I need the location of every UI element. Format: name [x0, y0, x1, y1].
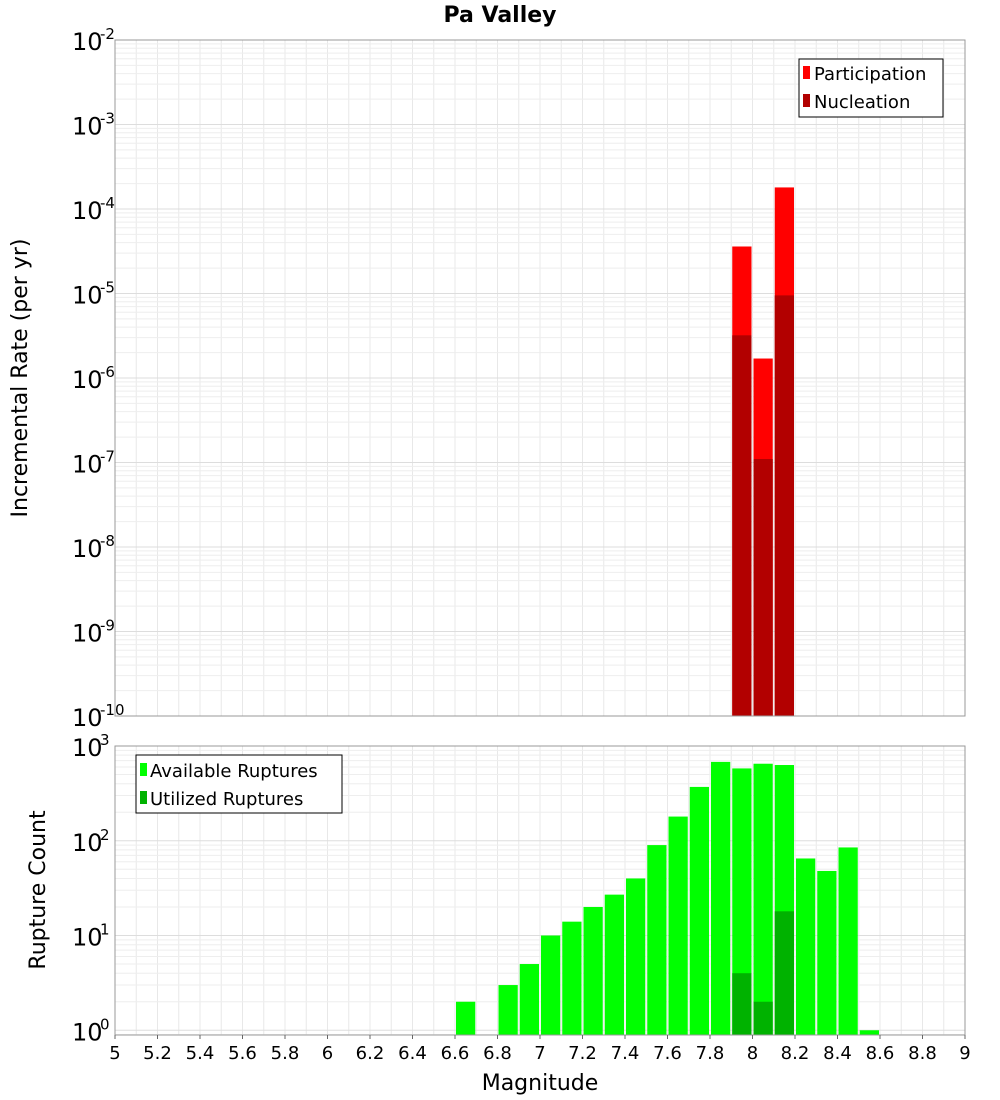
- available-legend-swatch: [140, 763, 147, 776]
- count-bar-available: [456, 1001, 476, 1035]
- count-bar-available: [689, 786, 709, 1035]
- x-tick-label: 8.6: [866, 1043, 895, 1064]
- nucleation-legend-label: Nucleation: [814, 92, 910, 113]
- rate-y-tick-exponent: -9: [100, 617, 115, 635]
- count-bar-available: [647, 845, 667, 1035]
- rate-y-tick-exponent: -5: [100, 279, 115, 297]
- count-y-tick-exponent: 0: [100, 1015, 110, 1033]
- count-bar-available: [817, 870, 837, 1035]
- count-legend-box: [135, 754, 343, 814]
- rate-y-tick-label: 10: [72, 704, 103, 732]
- count-bar-utilized: [732, 973, 752, 1035]
- x-tick-label: 8.8: [908, 1043, 937, 1064]
- count-bar-available: [711, 761, 731, 1035]
- x-tick-label: 9: [959, 1043, 970, 1064]
- rate-y-tick-exponent: -7: [100, 448, 115, 466]
- count-y-axis-label: Rupture Count: [26, 810, 51, 970]
- x-tick-label: 5: [109, 1043, 120, 1064]
- count-bar-utilized: [753, 1001, 773, 1035]
- x-tick-label: 7.6: [653, 1043, 682, 1064]
- x-tick-label: 7: [534, 1043, 545, 1064]
- x-tick-label: 8.4: [823, 1043, 852, 1064]
- rate-legend-box: [798, 58, 944, 118]
- count-y-tick-label: 10: [72, 734, 103, 762]
- rate-bars: [732, 187, 794, 717]
- count-y-tick-label: 10: [72, 924, 103, 952]
- x-axis-label: Magnitude: [482, 1071, 599, 1096]
- x-tick-label: 6: [322, 1043, 333, 1064]
- count-bar-available: [541, 935, 561, 1035]
- x-tick-label: 7.8: [696, 1043, 725, 1064]
- rate-y-tick-label: 10: [72, 197, 103, 225]
- count-bar-available: [562, 921, 582, 1035]
- rate-grid: [115, 40, 965, 716]
- rate-y-tick-exponent: -8: [100, 532, 115, 550]
- rate-y-tick-label: 10: [72, 28, 103, 56]
- available-legend-label: Available Ruptures: [150, 761, 318, 782]
- x-tick-label: 5.6: [228, 1043, 257, 1064]
- count-bar-available: [668, 816, 688, 1035]
- x-axis-ticks: 5 5.2 5.4 5.6 5.8 6 6.2 6.4 6.6 6.8 7 7.2 7.4 7.6 7.8 8…: [109, 1035, 971, 1064]
- rate-y-tick-exponent: -6: [100, 363, 115, 381]
- utilized-legend-label: Utilized Ruptures: [150, 789, 303, 810]
- count-bars: [456, 761, 879, 1035]
- nucleation-legend-swatch: [803, 94, 810, 107]
- x-tick-label: 7.4: [611, 1043, 640, 1064]
- rate-y-tick-exponent: -4: [100, 194, 115, 212]
- x-tick-label: 5.2: [143, 1043, 172, 1064]
- participation-legend-label: Participation: [814, 64, 926, 85]
- rate-y-tick-label: 10: [72, 620, 103, 648]
- x-tick-label: 8.2: [781, 1043, 810, 1064]
- rate-y-tick-label: 10: [72, 113, 103, 141]
- count-bar-available: [519, 964, 539, 1035]
- count-bar-available: [796, 858, 816, 1035]
- count-y-tick-label: 10: [72, 829, 103, 857]
- chart-title: Pa Valley: [443, 3, 556, 28]
- count-bar-available: [604, 894, 624, 1035]
- count-bar-available: [732, 768, 752, 1035]
- count-bar-available: [859, 1030, 879, 1035]
- count-bar-available: [626, 878, 646, 1035]
- rate-plot-frame: [114, 39, 966, 717]
- rate-bar-nucleation: [732, 335, 752, 716]
- count-bar-available: [583, 906, 603, 1035]
- count-bar-available: [838, 847, 858, 1035]
- rate-y-tick-exponent: -2: [100, 25, 115, 43]
- utilized-legend-swatch: [140, 791, 147, 804]
- x-tick-label: 6.2: [356, 1043, 385, 1064]
- x-tick-label: 7.2: [568, 1043, 597, 1064]
- rate-y-tick-exponent: -3: [100, 110, 115, 128]
- count-bar-available: [498, 985, 518, 1035]
- x-tick-label: 6.8: [483, 1043, 512, 1064]
- rate-bar-nucleation: [753, 459, 773, 716]
- count-bar-available: [753, 763, 773, 1035]
- participation-legend-swatch: [803, 66, 810, 79]
- count-y-tick-exponent: 1: [100, 921, 110, 939]
- rate-bar-nucleation: [774, 295, 794, 716]
- x-tick-label: 6.6: [441, 1043, 470, 1064]
- rate-y-tick-exponent: -10: [100, 701, 125, 719]
- x-tick-label: 5.8: [271, 1043, 300, 1064]
- rate-legend: Participation Nucleation: [798, 58, 944, 118]
- rate-y-axis-label: Incremental Rate (per yr): [8, 239, 33, 518]
- rate-y-tick-label: 10: [72, 535, 103, 563]
- x-tick-label: 6.4: [398, 1043, 427, 1064]
- count-y-tick-label: 10: [72, 1018, 103, 1046]
- count-y-tick-exponent: 2: [100, 826, 110, 844]
- rate-y-tick-label: 10: [72, 451, 103, 479]
- rate-y-tick-label: 10: [72, 366, 103, 394]
- count-y-tick-exponent: 3: [100, 731, 110, 749]
- x-tick-label: 8: [747, 1043, 758, 1064]
- rate-y-tick-label: 10: [72, 282, 103, 310]
- count-legend: Available Ruptures Utilized Ruptures: [135, 754, 343, 814]
- count-bar-utilized: [774, 911, 794, 1035]
- x-tick-label: 5.4: [186, 1043, 215, 1064]
